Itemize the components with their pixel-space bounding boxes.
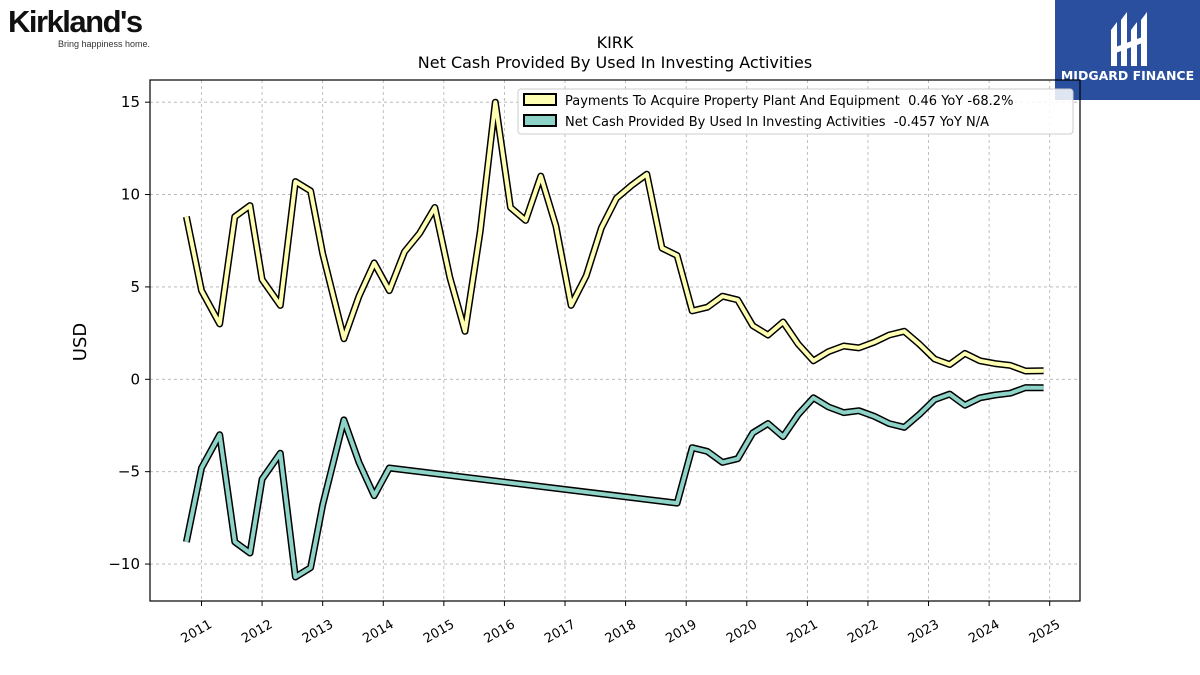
kirklands-logo: Kirkland's Bring happiness home.: [8, 4, 168, 52]
x-tick-label: 2011: [179, 617, 215, 647]
x-tick-label: 2019: [663, 617, 699, 647]
x-tick-label: 2024: [966, 617, 1002, 647]
x-tick-label: 2023: [906, 617, 942, 647]
series-line-capex: [184, 100, 1044, 373]
x-tick-label: 2012: [239, 617, 275, 647]
y-tick-label: 5: [130, 278, 140, 296]
y-tick-label: −5: [118, 463, 140, 481]
legend-label-investing: Net Cash Provided By Used In Investing A…: [565, 115, 989, 130]
x-tick-label: 2022: [845, 617, 881, 647]
chart-title: KIRK: [597, 33, 634, 52]
x-tick-label: 2015: [421, 617, 457, 647]
kirklands-logo-wordmark: Kirkland's: [8, 4, 143, 39]
legend-label-capex: Payments To Acquire Property Plant And E…: [565, 94, 1013, 109]
plot-series: [182, 98, 1044, 581]
legend-box: [517, 88, 1074, 135]
chart-subtitle: Net Cash Provided By Used In Investing A…: [418, 53, 812, 72]
x-tick-label: 2025: [1027, 617, 1063, 647]
legend-swatch-capex: [523, 93, 557, 106]
legend: Payments To Acquire Property Plant And E…: [517, 88, 1074, 135]
y-axis-label: USD: [70, 323, 91, 361]
x-tick-label: 2020: [724, 617, 760, 647]
kirklands-logo-tagline: Bring happiness home.: [58, 39, 151, 49]
x-tick-label: 2017: [542, 617, 578, 647]
legend-swatch-investing: [523, 114, 557, 127]
plot-frame: [149, 79, 1081, 602]
series-outline-capex: [182, 98, 1044, 375]
midgard-logo-icon: [1111, 12, 1147, 66]
grid-lines: [150, 80, 1080, 601]
y-tick-label: 0: [130, 370, 140, 388]
x-tick-label: 2013: [300, 617, 336, 647]
y-tick-label: 15: [121, 93, 140, 111]
y-tick-label: −10: [108, 555, 140, 573]
midgard-watermark-text: MIDGARD FINANCE: [1060, 68, 1195, 83]
x-axis: 2011 2012 2013 2014 2015 2016 2017 2018 2019 2020…: [179, 601, 1063, 647]
midgard-finance-watermark: MIDGARD FINANCE: [1055, 0, 1200, 100]
x-tick-label: 2018: [603, 617, 639, 647]
x-tick-label: 2021: [785, 617, 821, 647]
y-tick-label: 10: [121, 186, 140, 204]
x-tick-label: 2014: [360, 617, 396, 647]
y-axis: −10 −5 0 5 10 15: [108, 93, 150, 573]
series-line-investing: [184, 385, 1044, 579]
x-tick-label: 2016: [482, 617, 518, 647]
